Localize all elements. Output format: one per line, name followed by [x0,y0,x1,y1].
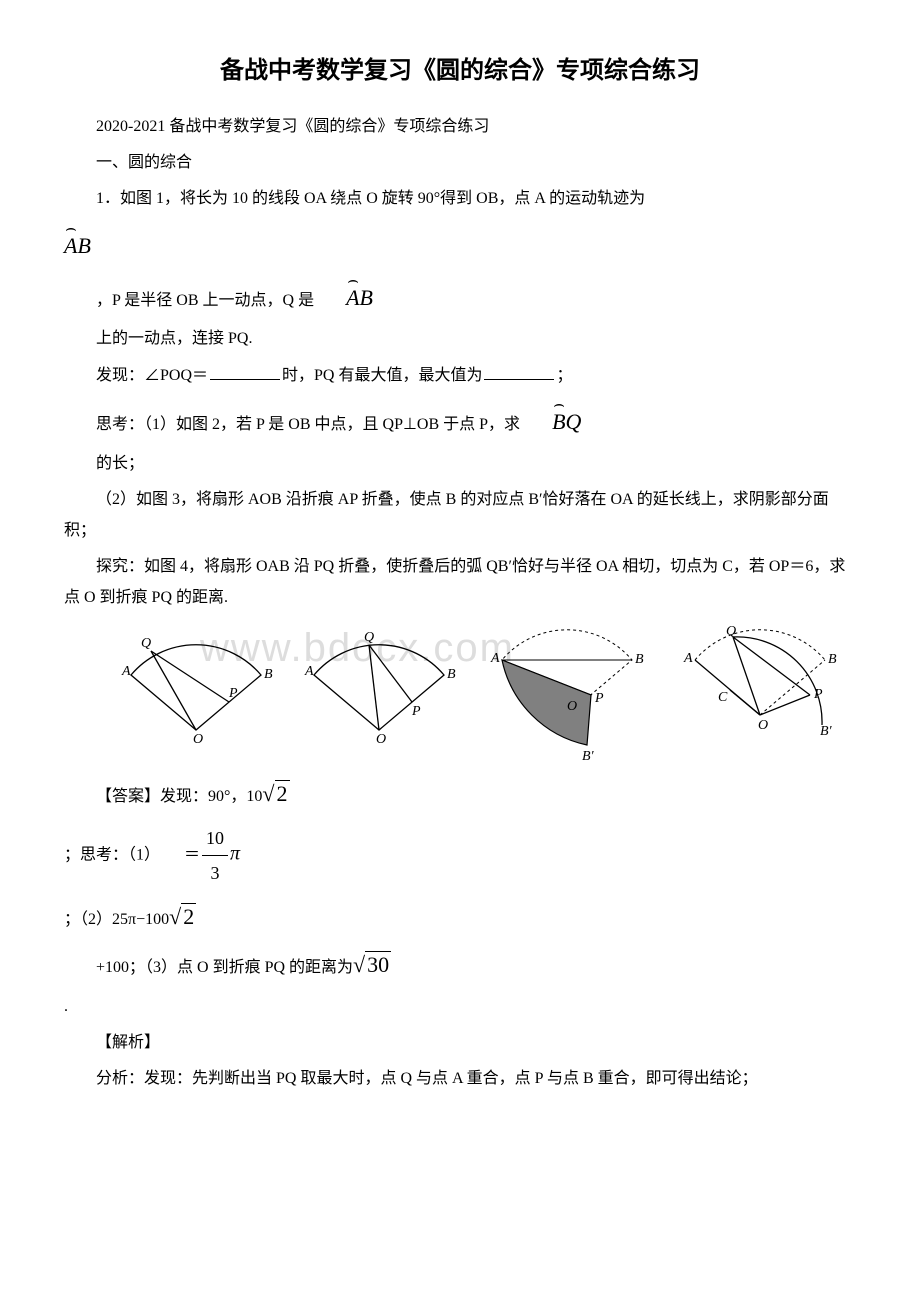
svg-text:O: O [376,732,386,745]
sqrt-2: √2 [262,780,289,806]
think-1-line: 思考：（1）如图 2，若 P 是 OB 中点，且 QP⊥OB 于点 P，求BQ [64,397,856,443]
text: 1．如图 1，将长为 10 的线段 OA 绕点 O 旋转 90°得到 OB，点 … [96,190,645,207]
subtitle: 2020-2021 备战中考数学复习《圆的综合》专项综合练习 [64,112,856,142]
sqrt-2b: √2 [169,903,196,929]
problem-1-q-line: 上的一动点，连接 PQ. [64,324,856,354]
answer-think-2: ；（2）25π−100√2 [64,896,856,938]
svg-text:B: B [447,667,456,682]
text: +100；（3）点 O 到折痕 PQ 的距离为 [96,959,353,976]
document-body: 备战中考数学复习《圆的综合》专项综合练习 2020-2021 备战中考数学复习《… [64,48,856,1095]
svg-text:P: P [411,704,421,719]
svg-text:O: O [193,732,203,745]
arc-ab: AB [64,221,91,267]
text: ，P 是半径 OB 上一动点，Q 是 [96,292,314,309]
figure-row: A B O P Q A B O P Q [104,625,856,765]
text: 时，PQ 有最大值，最大值为 [282,367,482,384]
think-1b-line: 的长； [64,449,856,479]
svg-text:A: A [490,651,500,666]
svg-text:A: A [683,651,693,666]
svg-text:Q: Q [726,625,736,639]
answer-think-3: +100；（3）点 O 到折痕 PQ 的距离为√30 [64,944,856,986]
svg-text:B′: B′ [820,724,833,739]
arc-ab-line: AB [64,221,856,267]
think-2-line: （2）如图 3，将扇形 AOB 沿折痕 AP 折叠，使点 B 的对应点 B′恰好… [64,485,856,546]
blank-2 [484,363,554,380]
explain-label: 【解析】 [64,1028,856,1058]
explore-line: 探究：如图 4，将扇形 OAB 沿 PQ 折叠，使折叠后的弧 QB′恰好与半径 … [64,552,856,613]
figure-3: A B O P B′ [477,625,657,765]
figure-2: A B O P Q [294,625,464,745]
text: 思考：（1）如图 2，若 P 是 OB 中点，且 QP⊥OB 于点 P，求 [96,416,520,433]
svg-text:A: A [121,664,131,679]
text: ；思考：（1） [64,846,160,863]
eq: ＝ [184,846,200,863]
svg-text:C: C [718,690,728,705]
answer-label: 【答案】 [96,788,160,805]
svg-text:B: B [264,667,273,682]
sqrt-30: √30 [353,951,391,977]
figure-4: A B O P Q C B′ [670,625,850,755]
answer-think-1: ；思考：（1） ＝103π [64,821,856,890]
svg-text:P: P [594,691,604,706]
svg-text:P: P [228,686,238,701]
text: 发现：∠POQ＝ [96,367,208,384]
svg-text:B: B [635,652,644,667]
text: ； [556,367,572,384]
problem-1-intro: 1．如图 1，将长为 10 的线段 OA 绕点 O 旋转 90°得到 OB，点 … [64,184,856,214]
svg-text:O: O [758,718,768,733]
svg-text:Q: Q [141,636,151,651]
figure-1: A B O P Q [111,625,281,745]
svg-text:A: A [304,664,314,679]
blank-1 [210,363,280,380]
svg-text:B′: B′ [582,749,595,764]
pi: π [230,842,240,864]
svg-text:Q: Q [364,630,374,645]
answer-dot: . [64,992,856,1022]
explain-text: 分析：发现：先判断出当 PQ 取最大时，点 Q 与点 A 重合，点 P 与点 B… [64,1064,856,1094]
fraction-10-3: 103 [202,821,228,890]
svg-text:O: O [567,699,577,714]
svg-text:P: P [813,687,823,702]
text: 发现：90°，10 [160,788,262,805]
answer-discover: 【答案】发现：90°，10√2 [64,773,856,815]
arc-bq: BQ [520,397,581,443]
section-heading: 一、圆的综合 [64,148,856,178]
arc-ab-2: AB [314,273,373,319]
page-title: 备战中考数学复习《圆的综合》专项综合练习 [64,48,856,94]
problem-1-p-line: ，P 是半径 OB 上一动点，Q 是AB [64,273,856,319]
svg-text:B: B [828,652,837,667]
text: ；（2）25π−100 [64,911,169,928]
discover-line: 发现：∠POQ＝ 时，PQ 有最大值，最大值为 ； [64,361,856,391]
